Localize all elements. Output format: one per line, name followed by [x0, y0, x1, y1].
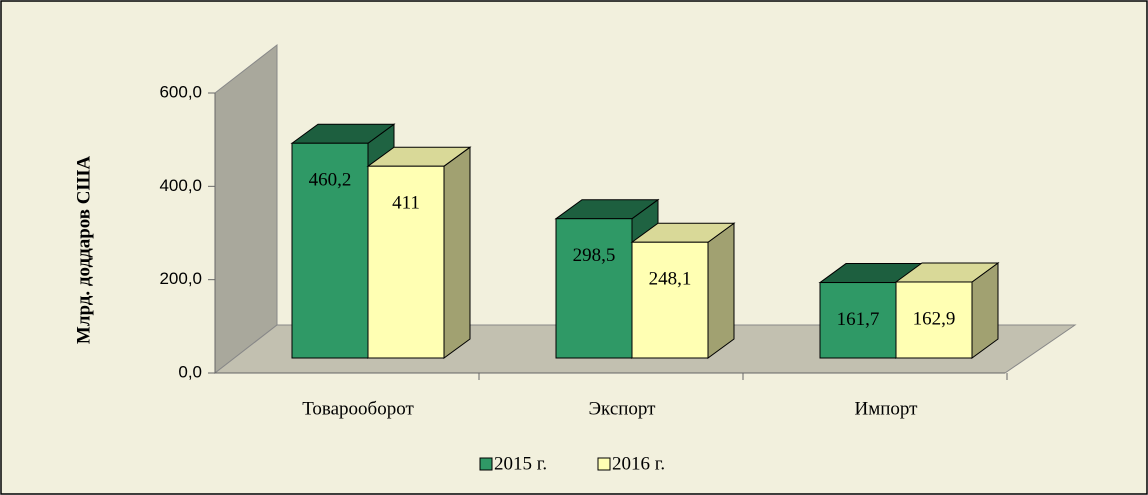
- data-label: 248,1: [649, 269, 692, 290]
- bar: [555, 218, 633, 359]
- bar-side: [443, 146, 471, 359]
- data-label: 298,5: [573, 245, 616, 266]
- y-tick-label: 600,0: [159, 82, 202, 101]
- bar: [895, 281, 973, 359]
- bar: [631, 241, 709, 359]
- bar-side: [707, 222, 735, 359]
- x-tick-label: Товарооборот: [302, 398, 414, 419]
- bar: [367, 165, 445, 359]
- y-tick-label: 0,0: [178, 362, 202, 381]
- legend-label: 2016 г.: [612, 453, 665, 474]
- back-wall: [214, 43, 278, 375]
- legend-label: 2015 г.: [494, 453, 547, 474]
- data-label: 411: [392, 193, 420, 214]
- data-label: 161,7: [837, 309, 880, 330]
- legend-swatch: [479, 457, 493, 471]
- x-tick-label: Импорт: [855, 398, 919, 419]
- legend-swatch: [597, 457, 611, 471]
- data-label: 162,9: [913, 308, 956, 329]
- y-tick-label: 400,0: [159, 176, 202, 195]
- y-tick-label: 200,0: [159, 269, 202, 288]
- x-tick-label: Экспорт: [589, 398, 657, 419]
- data-label: 460,2: [309, 170, 352, 191]
- y-axis-label: Млрд. доддаров США: [73, 156, 94, 344]
